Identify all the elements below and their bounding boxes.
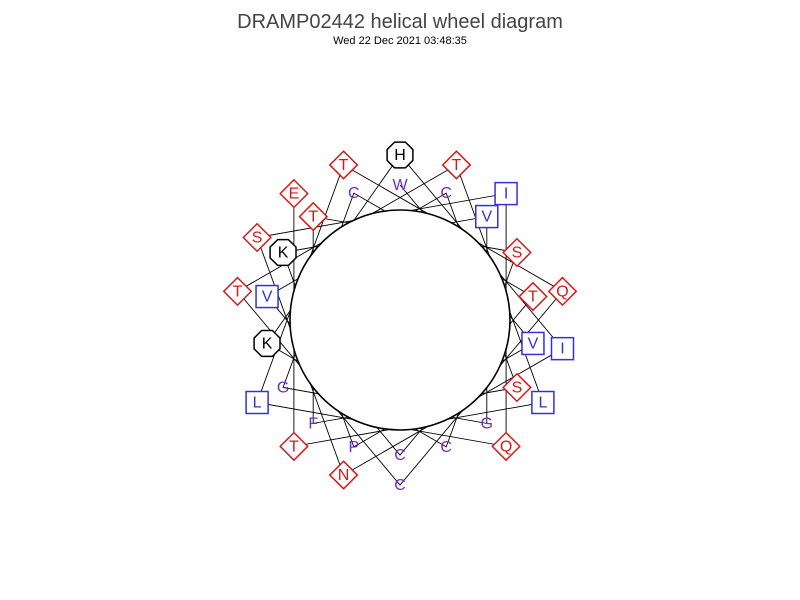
residue-label: N [338,467,350,484]
residue-10: V [256,286,278,308]
residue-label: H [394,147,406,164]
residue-16: C [440,439,452,456]
residue-2: P [348,439,359,456]
residue-label: Q [556,283,568,300]
residue-label: T [339,157,349,174]
residue-label: P [348,439,359,456]
residue-label: V [528,335,539,352]
residue-label: S [512,380,523,397]
residue-label: G [277,380,289,397]
residue-24: L [246,392,268,414]
residue-label: E [289,186,300,203]
residue-label: S [252,230,263,247]
residue-19: I [551,338,573,360]
residue-3: K [270,240,296,266]
residue-label: F [308,415,318,432]
residue-26: Q [549,278,577,306]
residue-label: L [538,395,547,412]
residue-7: C [348,185,360,202]
residue-5: G [481,415,493,432]
wheel-circle [290,210,510,430]
residue-32: E [280,180,308,208]
residue-0: W [392,177,408,194]
residue-label: C [348,185,360,202]
residue-11: C [440,185,452,202]
residue-label: T [528,289,538,306]
residue-30: L [532,392,554,414]
residue-4: V [476,206,498,228]
residue-label: T [289,438,299,455]
residue-12: S [503,374,531,402]
residue-label: T [233,283,243,300]
residue-label: K [262,335,273,352]
timestamp: Wed 22 Dec 2021 03:48:35 [333,35,467,47]
residue-23: Q [492,433,519,461]
residue-label: C [440,439,452,456]
residue-label: T [452,157,462,174]
residue-label: W [392,177,408,194]
residue-label: V [481,209,492,226]
residue-label: K [278,245,289,262]
residue-label: L [253,395,262,412]
residue-1: V [522,332,544,354]
residue-label: S [512,245,523,262]
residue-13: F [308,415,318,432]
residue-9: C [394,447,406,464]
residue-label: T [308,209,318,226]
residue-25: T [330,151,358,179]
residue-label: Q [500,438,512,455]
residue-31: T [280,433,308,461]
residue-18: H [387,142,413,168]
residue-label: I [504,186,508,203]
residue-20: N [330,461,358,489]
residue-label: C [440,185,452,202]
residue-6: G [277,380,289,397]
residue-label: I [560,341,564,358]
residue-8: T [519,283,547,311]
residue-label: V [262,289,273,306]
residue-29: T [443,151,471,179]
page-title: DRAMP02442 helical wheel diagram [237,11,563,33]
residue-28: T [224,278,252,306]
residue-label: C [394,447,406,464]
residue-15: S [503,239,531,267]
residue-27: C [394,477,406,494]
residue-label: G [481,415,493,432]
residue-21: S [243,224,271,252]
residue-17: K [254,331,280,357]
residue-label: C [394,477,406,494]
residue-22: I [495,183,517,205]
helical-wheel-diagram: DRAMP02442 helical wheel diagram Wed 22 D… [0,0,800,600]
